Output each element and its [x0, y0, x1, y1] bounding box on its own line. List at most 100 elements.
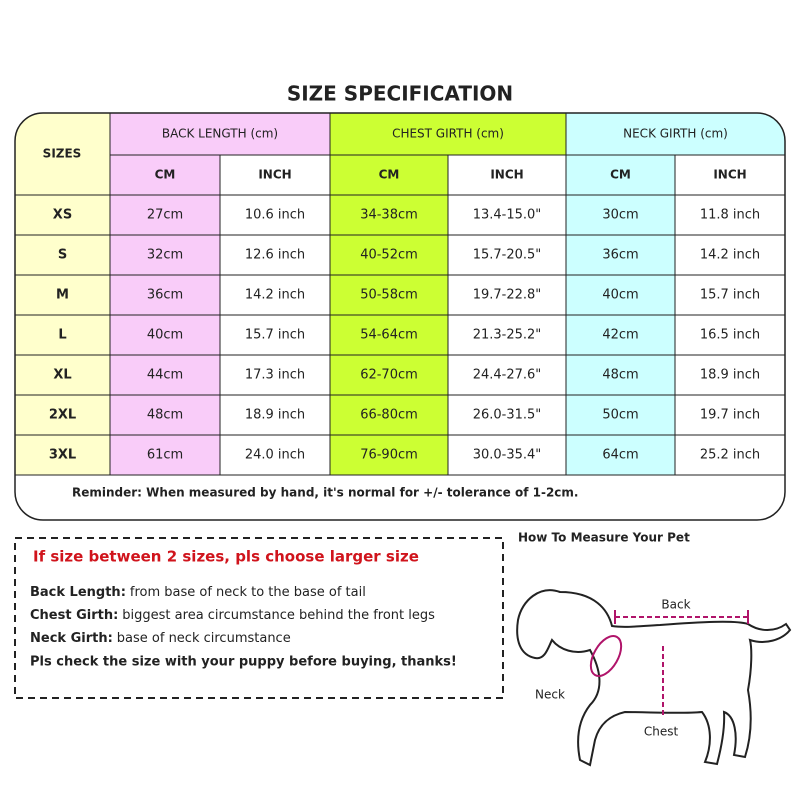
size-value: 14.2 inch	[700, 248, 760, 263]
table-cell	[219, 234, 331, 276]
size-label: XS	[53, 208, 72, 223]
size-value: 10.6 inch	[245, 208, 305, 223]
size-value: 32cm	[147, 248, 183, 263]
reminder: Reminder: When measured by hand, it's no…	[72, 486, 578, 500]
size-value: 16.5 inch	[700, 328, 760, 343]
table-cell	[219, 274, 331, 316]
dog-diagram: How To Measure Your Pet Back Neck Chest	[516, 531, 792, 767]
size-value: 66-80cm	[360, 408, 418, 423]
table-cell	[674, 434, 785, 476]
subheader: INCH	[713, 168, 746, 182]
size-value: 54-64cm	[360, 328, 418, 343]
table-cell	[565, 274, 676, 316]
table-cell	[109, 154, 221, 196]
size-value: 48cm	[602, 368, 638, 383]
table-cell	[219, 314, 331, 356]
table-cell	[109, 194, 221, 236]
group-header: NECK GIRTH (cm)	[623, 127, 728, 141]
size-value: 42cm	[602, 328, 638, 343]
table-cell	[329, 434, 449, 476]
size-value: 61cm	[147, 448, 183, 463]
table-cell	[219, 354, 331, 396]
note-line: Neck Girth: base of neck circumstance	[30, 631, 291, 646]
size-value: 30.0-35.4"	[473, 448, 542, 463]
table-cell	[565, 354, 676, 396]
table-cell	[674, 394, 785, 436]
note-label: Back Length:	[30, 585, 126, 600]
subheader: CM	[155, 168, 176, 182]
notes-box	[14, 537, 504, 699]
note-line: Back Length: from base of neck to the bas…	[30, 585, 366, 600]
table-cell	[15, 274, 111, 316]
size-label: L	[58, 328, 66, 343]
subheader: CM	[610, 168, 631, 182]
table-cell	[109, 354, 221, 396]
header-sizes: SIZES	[43, 147, 82, 161]
table-cell	[447, 434, 567, 476]
size-value: 76-90cm	[360, 448, 418, 463]
notes-list: Back Length: from base of neck to the bas…	[30, 585, 435, 646]
size-value: 50cm	[602, 408, 638, 423]
table-cell	[15, 113, 111, 196]
table-cell	[219, 434, 331, 476]
size-value: 15.7 inch	[245, 328, 305, 343]
size-value: 44cm	[147, 368, 183, 383]
table-cell	[447, 314, 567, 356]
neck-label: Neck	[535, 688, 565, 702]
neck-measure	[589, 635, 623, 677]
size-value: 36cm	[602, 248, 638, 263]
table-cell	[565, 154, 676, 196]
subheader: CM	[379, 168, 400, 182]
size-value: 12.6 inch	[245, 248, 305, 263]
table-cell	[447, 154, 567, 196]
size-label: 2XL	[49, 408, 76, 423]
table-cell	[15, 354, 111, 396]
size-label: S	[58, 248, 67, 263]
size-table: SIZES BACK LENGTH (cm) CHEST GIRTH (cm) NEC…	[15, 113, 785, 476]
table-cell	[674, 194, 785, 236]
size-value: 18.9 inch	[245, 408, 305, 423]
size-value: 18.9 inch	[700, 368, 760, 383]
table-cell	[15, 434, 111, 476]
size-value: 30cm	[602, 208, 638, 223]
table-cell	[674, 314, 785, 356]
size-value: 40cm	[602, 288, 638, 303]
table-cell	[329, 354, 449, 396]
table-cell	[565, 113, 785, 156]
size-label: 3XL	[49, 448, 76, 463]
table-cell	[674, 274, 785, 316]
size-value: 14.2 inch	[245, 288, 305, 303]
table-cell	[109, 113, 331, 156]
size-value: 21.3-25.2"	[473, 328, 542, 343]
table-cell	[219, 194, 331, 236]
size-label: M	[56, 288, 69, 303]
table-cell	[565, 314, 676, 356]
size-label: XL	[53, 368, 71, 383]
chest-label: Chest	[644, 725, 679, 739]
size-value: 19.7 inch	[700, 408, 760, 423]
size-value: 26.0-31.5"	[473, 408, 542, 423]
back-label: Back	[661, 598, 690, 612]
size-value: 40-52cm	[360, 248, 418, 263]
table-cell	[15, 394, 111, 436]
table-cell	[329, 194, 449, 236]
notes-final: Pls check the size with your puppy befor…	[30, 655, 457, 670]
size-value: 13.4-15.0"	[473, 208, 542, 223]
title: SIZE SPECIFICATION	[287, 82, 513, 106]
group-header: BACK LENGTH (cm)	[162, 127, 278, 141]
size-value: 40cm	[147, 328, 183, 343]
table-cell	[109, 274, 221, 316]
note-label: Neck Girth:	[30, 631, 113, 646]
table-cell	[674, 234, 785, 276]
table-cell	[329, 154, 449, 196]
table-cell	[565, 194, 676, 236]
note-line: Chest Girth: biggest area circumstance be…	[30, 608, 435, 623]
table-cell	[674, 354, 785, 396]
size-value: 25.2 inch	[700, 448, 760, 463]
size-value: 24.0 inch	[245, 448, 305, 463]
group-header: CHEST GIRTH (cm)	[392, 127, 504, 141]
size-value: 48cm	[147, 408, 183, 423]
size-value: 15.7 inch	[700, 288, 760, 303]
diagram-title: How To Measure Your Pet	[518, 531, 690, 545]
